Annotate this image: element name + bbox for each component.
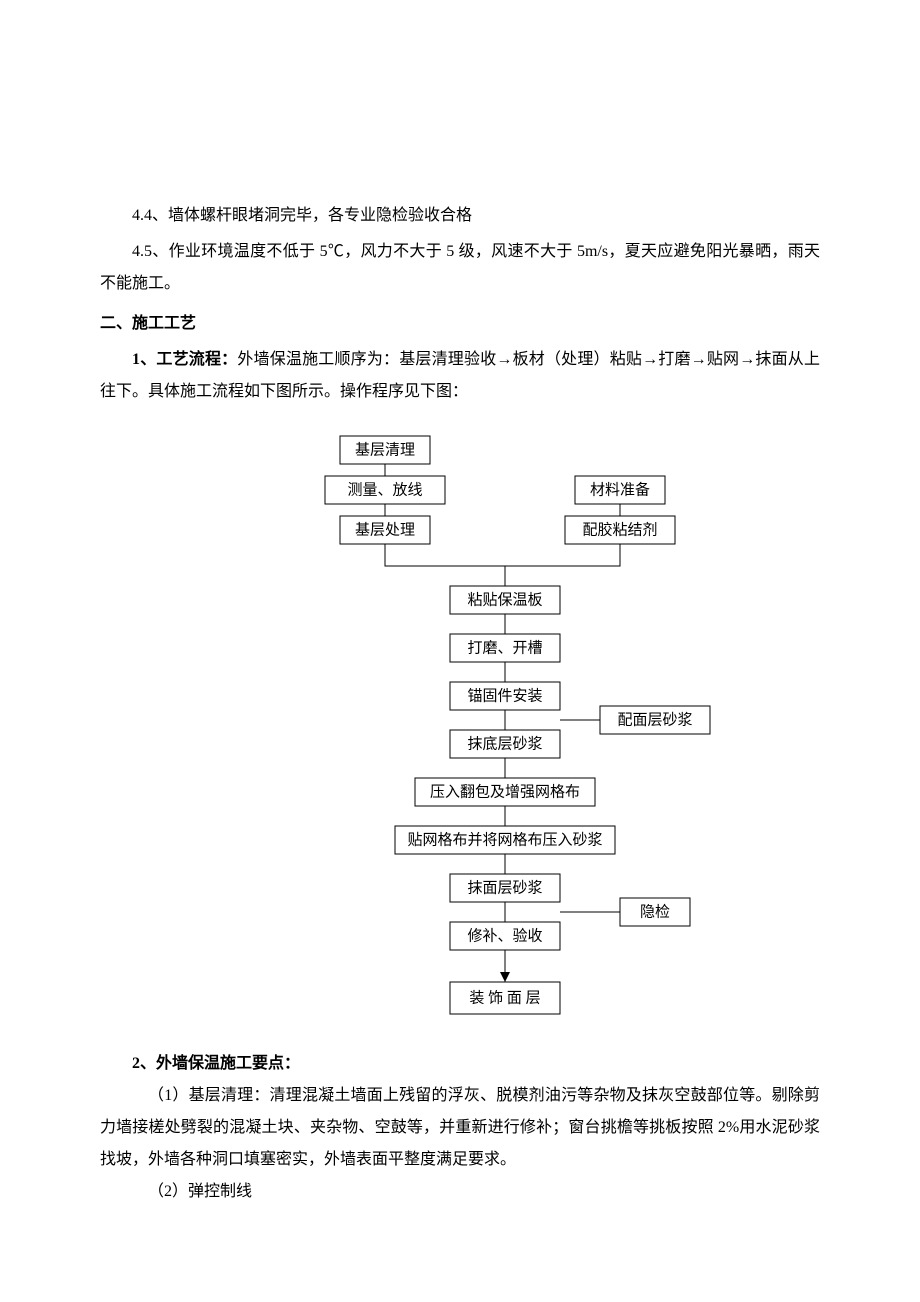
flow-node-label: 配面层砂浆: [617, 710, 692, 728]
flow-node-label: 修补、验收: [467, 927, 542, 944]
para-4-4: 4.4、墙体螺杆眼堵洞完毕，各专业隐检验收合格: [100, 200, 820, 232]
flowchart-svg: 基层清理测量、放线基层处理 材料准备配胶粘结剂粘贴保温板打磨、开槽锚固件安装配面层…: [180, 426, 740, 1026]
flow-node-label: 粘贴保温板: [467, 590, 542, 608]
flow-node-label: 基层处理: [355, 521, 415, 538]
flow-node-label: 装 饰 面 层: [469, 989, 540, 1006]
flow-node-label: 贴网格布并将网格布压入砂浆: [407, 830, 602, 848]
flow-node-label: 隐检: [640, 903, 670, 920]
para-point-1: （1）基层清理：清理混凝土墙面上残留的浮灰、脱模剂油污等杂物及抹灰空鼓部位等。剔…: [100, 1080, 820, 1176]
points-lead: 2、外墙保温施工要点：: [132, 1055, 300, 1072]
flow-node-label: 配胶粘结剂: [582, 521, 657, 538]
flow-node-label: 抹面层砂浆: [467, 878, 542, 896]
heading-points: 2、外墙保温施工要点：: [100, 1048, 820, 1080]
flow-node-label: 基层清理: [355, 441, 415, 458]
flow-node-label: 测量、放线: [347, 481, 422, 498]
heading-2: 二、施工工艺: [100, 308, 820, 340]
para-4-5: 4.5、作业环境温度不低于 5℃，风力不大于 5 级，风速不大于 5m/s，夏天…: [100, 236, 820, 300]
flow-node-label: 抹底层砂浆: [467, 734, 542, 752]
document-page: 4.4、墙体螺杆眼堵洞完毕，各专业隐检验收合格 4.5、作业环境温度不低于 5℃…: [0, 0, 920, 1268]
flowchart-container: 基层清理测量、放线基层处理 材料准备配胶粘结剂粘贴保温板打磨、开槽锚固件安装配面层…: [180, 426, 740, 1026]
flow-node-label: 压入翻包及增强网格布: [430, 783, 580, 800]
flow-node-label: 锚固件安装: [467, 687, 542, 704]
process-lead: 1、工艺流程：: [132, 351, 237, 368]
flow-node-label: 打磨、开槽: [467, 639, 542, 656]
flow-node-label: 材料准备: [590, 481, 650, 498]
para-point-2: （2）弹控制线: [100, 1176, 820, 1208]
para-process: 1、工艺流程：外墙保温施工顺序为：基层清理验收→板材（处理）粘贴→打磨→贴网→抹…: [100, 344, 820, 408]
